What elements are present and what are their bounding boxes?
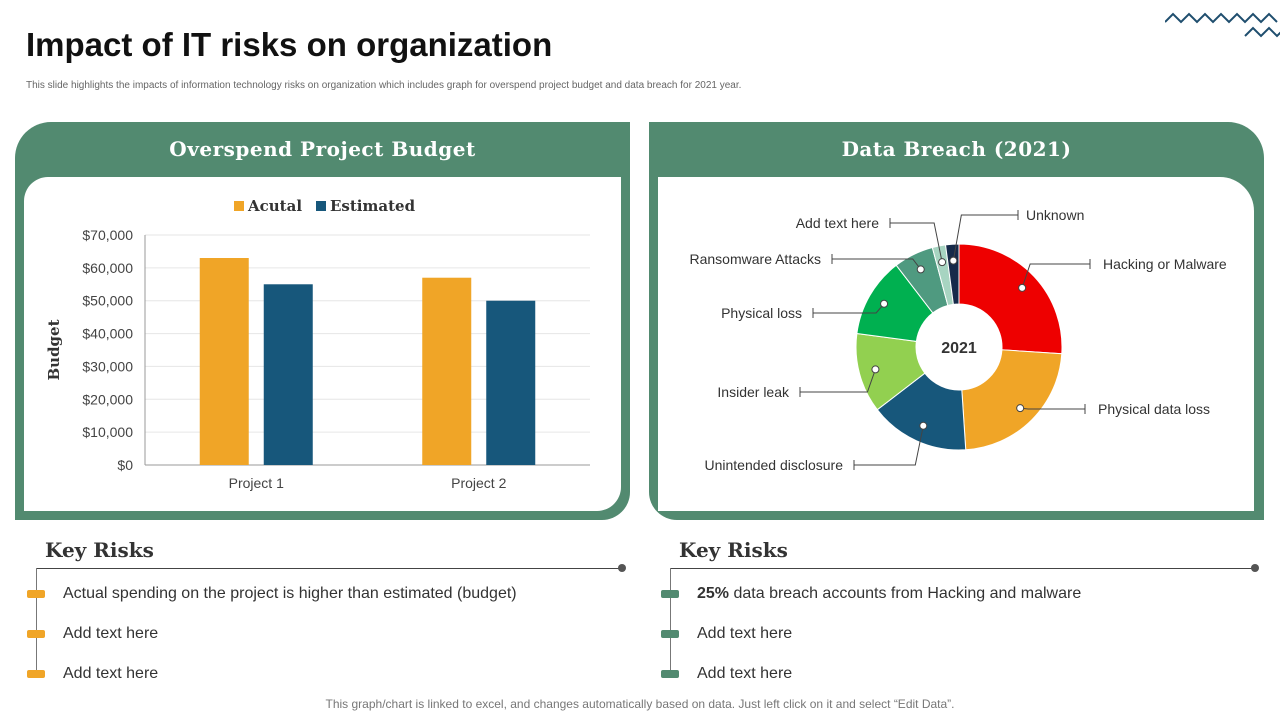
bullet-marker <box>661 670 679 678</box>
donut-hole <box>916 304 1002 390</box>
leader-dot <box>880 299 889 308</box>
leader-dot <box>938 258 947 267</box>
leader-dot <box>919 421 928 430</box>
leader-dot <box>916 265 925 274</box>
y-tick-label: $50,000 <box>82 293 133 309</box>
footer-note: This graph/chart is linked to excel, and… <box>325 697 955 711</box>
y-axis-label: Budget <box>45 319 63 380</box>
slice-label: Add text here <box>796 215 879 231</box>
leader-dot <box>1018 283 1027 292</box>
y-tick-label: $0 <box>117 457 133 473</box>
leader-line <box>1021 263 1090 289</box>
y-tick-label: $60,000 <box>82 260 133 276</box>
leader-line <box>952 214 1018 261</box>
key-risks-left-dot <box>618 564 626 572</box>
leader-line <box>800 369 876 393</box>
y-tick-label: $40,000 <box>82 326 133 342</box>
y-tick-label: $20,000 <box>82 391 133 407</box>
slice-label: Ransomware Attacks <box>690 251 822 267</box>
key-risk-item: Add text here <box>697 625 793 642</box>
bar-acutal-2 <box>422 277 472 465</box>
x-tick-label: Project 1 <box>229 475 284 491</box>
slice-label: Hacking or Malware <box>1103 256 1227 272</box>
slice-label: Insider leak <box>717 384 790 400</box>
data-breach-panel-title: Data Breach (2021) <box>841 137 1072 161</box>
bar-estimated-2 <box>486 300 536 465</box>
donut-chart: Hacking or Malware Physical data loss Unin… <box>690 207 1227 473</box>
leader-line <box>813 303 885 314</box>
key-risk-item: Add text here <box>697 665 793 682</box>
bullet-marker <box>27 630 45 638</box>
slice-label: Unknown <box>1026 207 1084 223</box>
leader-dot <box>871 365 880 374</box>
overspend-panel-title: Overspend Project Budget <box>169 137 476 161</box>
bar-acutal-1 <box>199 258 249 465</box>
slice-label: Physical data loss <box>1098 401 1210 417</box>
data-breach-panel: Data Breach (2021) Hacking or Malware Phy… <box>649 122 1264 520</box>
bullet-marker <box>661 630 679 638</box>
key-risks-left-heading: Key Risks <box>45 538 154 562</box>
y-tick-label: $30,000 <box>82 358 133 374</box>
leader-line <box>890 222 943 263</box>
donut-chart-area: Hacking or Malware Physical data loss Unin… <box>658 177 1254 511</box>
page-subtitle: This slide highlights the impacts of inf… <box>26 80 742 91</box>
key-risks-left-vline <box>36 568 37 678</box>
page-title: Impact of IT risks on organization <box>26 26 553 63</box>
leader-line <box>832 258 922 270</box>
y-tick-label: $70,000 <box>82 227 133 243</box>
key-risks-right-heading: Key Risks <box>679 538 788 562</box>
legend-label: Estimated <box>330 197 416 215</box>
donut-slice-physical-data-loss <box>961 349 1063 451</box>
key-risks-right-dot <box>1251 564 1259 572</box>
x-tick-label: Project 2 <box>451 475 506 491</box>
legend-swatch <box>234 201 244 211</box>
leader-dot <box>1016 404 1025 413</box>
key-risks-right-divider <box>670 568 1256 569</box>
key-risk-item: Actual spending on the project is higher… <box>63 585 517 602</box>
key-risks-right-vline <box>670 568 671 678</box>
key-risks-left-divider <box>36 568 622 569</box>
key-risk-text: data breach accounts from Hacking and ma… <box>729 585 1082 602</box>
bullet-marker <box>661 590 679 598</box>
bar-chart-area: $0 $10,000 $20,000 $30,000 $40,000 $50,000 $60… <box>24 177 621 511</box>
donut-center-label: 2021 <box>941 340 977 357</box>
highlight-percent: 25% <box>697 585 730 602</box>
bar-chart: $0 $10,000 $20,000 $30,000 $40,000 $50,000 $60… <box>45 197 590 491</box>
legend-label: Acutal <box>247 197 302 215</box>
slice-label: Unintended disclosure <box>704 457 843 473</box>
bar-estimated-1 <box>263 284 313 465</box>
bullet-marker <box>27 590 45 598</box>
bullet-marker <box>27 670 45 678</box>
legend-swatch <box>316 201 326 211</box>
key-risk-item: 25% data breach accounts from Hacking an… <box>697 585 1081 603</box>
overspend-panel: Overspend Project Budget $0 $10,000 $20,00… <box>15 122 630 520</box>
slice-label: Physical loss <box>721 305 802 321</box>
y-tick-label: $10,000 <box>82 424 133 440</box>
leader-line <box>854 425 924 466</box>
zigzag-decoration-icon <box>1165 12 1280 38</box>
leader-dot <box>949 256 958 265</box>
key-risk-item: Add text here <box>63 665 159 682</box>
key-risk-item: Add text here <box>63 625 159 642</box>
